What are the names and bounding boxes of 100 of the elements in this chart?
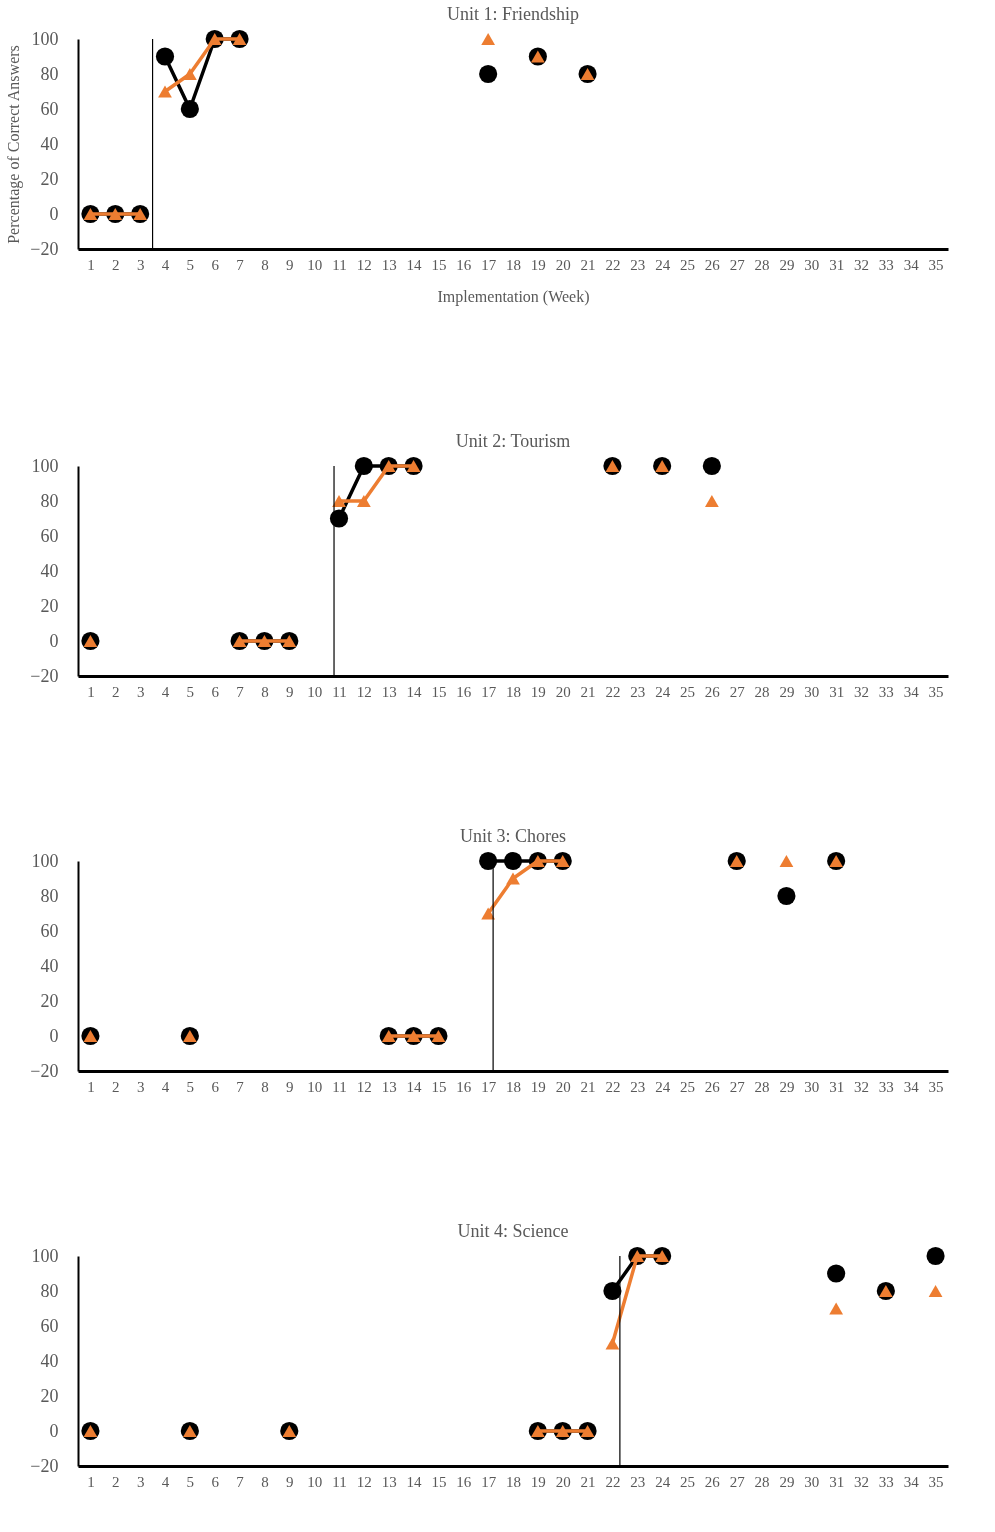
point bbox=[332, 495, 346, 507]
x-tick-label: 12 bbox=[356, 683, 372, 700]
x-tick-label: 20 bbox=[555, 683, 571, 700]
x-tick-label: 5 bbox=[186, 1473, 195, 1490]
x-tick-label: 10 bbox=[307, 683, 323, 700]
x-tick-label: 24 bbox=[655, 256, 671, 273]
x-tick-label: 27 bbox=[729, 1078, 746, 1095]
x-tick-label: 30 bbox=[804, 683, 820, 700]
point bbox=[580, 1425, 595, 1437]
x-tick-label: 23 bbox=[630, 1473, 646, 1490]
x-tick-label: 3 bbox=[136, 1078, 145, 1095]
point bbox=[182, 1425, 197, 1437]
point bbox=[155, 47, 175, 66]
x-tick-label: 26 bbox=[704, 256, 721, 273]
x-tick-label: 6 bbox=[211, 1473, 220, 1490]
point bbox=[406, 1030, 421, 1042]
point bbox=[381, 1030, 396, 1042]
x-tick-label: 21 bbox=[580, 256, 596, 273]
y-tick-label: 20 bbox=[40, 1385, 59, 1406]
y-tick-label: −20 bbox=[30, 1060, 59, 1081]
x-tick-label: 20 bbox=[555, 1473, 571, 1490]
x-tick-label: 11 bbox=[332, 683, 347, 700]
point bbox=[431, 1030, 446, 1042]
x-tick-label: 9 bbox=[286, 1473, 294, 1490]
x-tick-label: 33 bbox=[878, 1078, 894, 1095]
x-tick-label: 21 bbox=[580, 683, 596, 700]
y-tick-label: 60 bbox=[40, 1315, 59, 1336]
x-tick-label: 16 bbox=[456, 683, 472, 700]
x-tick-label: 30 bbox=[804, 1473, 820, 1490]
x-tick-label: 14 bbox=[406, 1473, 423, 1490]
chart-title: Unit 1: Friendship bbox=[446, 3, 580, 24]
x-tick-label: 13 bbox=[381, 256, 397, 273]
x-tick-label: 32 bbox=[854, 256, 869, 273]
point bbox=[257, 635, 272, 647]
x-tick-label: 30 bbox=[804, 256, 820, 273]
x-tick-label: 22 bbox=[605, 1473, 621, 1490]
point bbox=[182, 68, 197, 80]
point bbox=[928, 1285, 943, 1297]
point bbox=[580, 68, 595, 80]
y-tick-label: 80 bbox=[40, 490, 59, 511]
y-tick-label: −20 bbox=[30, 665, 59, 686]
point bbox=[729, 855, 744, 867]
x-tick-label: 2 bbox=[112, 1078, 120, 1095]
x-tick-label: 27 bbox=[729, 683, 746, 700]
point bbox=[479, 851, 498, 871]
x-tick-label: 25 bbox=[680, 1473, 695, 1490]
x-tick-label: 11 bbox=[332, 1078, 347, 1095]
x-tick-label: 3 bbox=[136, 1473, 145, 1490]
y-tick-label: 100 bbox=[31, 850, 59, 871]
point bbox=[655, 460, 670, 472]
y-tick-label: 100 bbox=[31, 28, 59, 49]
x-tick-label: 5 bbox=[186, 256, 195, 273]
x-tick-label: 1 bbox=[87, 683, 95, 700]
y-tick-label: 40 bbox=[40, 133, 59, 154]
y-tick-label: 60 bbox=[40, 98, 59, 119]
point bbox=[406, 460, 421, 472]
x-tick-label: 20 bbox=[555, 1078, 571, 1095]
x-tick-label: 29 bbox=[779, 1078, 795, 1095]
x-tick-label: 5 bbox=[186, 683, 195, 700]
x-tick-label: 24 bbox=[655, 1078, 671, 1095]
x-tick-label: 29 bbox=[779, 1473, 795, 1490]
x-tick-label: 32 bbox=[854, 1078, 869, 1095]
point bbox=[530, 1425, 545, 1437]
x-tick-label: 6 bbox=[211, 683, 220, 700]
x-tick-label: 33 bbox=[878, 1473, 894, 1490]
x-tick-label: 29 bbox=[779, 256, 795, 273]
y-tick-label: 40 bbox=[40, 1350, 59, 1371]
x-tick-label: 25 bbox=[680, 683, 695, 700]
point bbox=[158, 85, 172, 98]
y-tick-label: 20 bbox=[40, 168, 59, 189]
point bbox=[605, 460, 620, 472]
x-tick-label: 19 bbox=[530, 1473, 546, 1490]
point bbox=[356, 495, 371, 507]
x-tick-label: 27 bbox=[729, 1473, 746, 1490]
x-tick-label: 16 bbox=[456, 1078, 472, 1095]
x-tick-label: 34 bbox=[903, 1078, 920, 1095]
x-tick-label: 13 bbox=[381, 1473, 397, 1490]
x-tick-label: 20 bbox=[555, 256, 571, 273]
x-tick-label: 27 bbox=[729, 256, 746, 273]
point bbox=[207, 33, 222, 45]
x-tick-label: 19 bbox=[530, 683, 546, 700]
x-tick-label: 18 bbox=[506, 1473, 521, 1490]
x-tick-label: 21 bbox=[580, 1078, 596, 1095]
x-tick-label: 4 bbox=[161, 256, 170, 273]
x-tick-label: 31 bbox=[829, 1078, 845, 1095]
x-tick-label: 29 bbox=[779, 683, 795, 700]
x-tick-label: 10 bbox=[307, 1078, 323, 1095]
point bbox=[381, 460, 396, 472]
point bbox=[232, 33, 247, 45]
y-tick-label: 0 bbox=[49, 1420, 59, 1441]
y-tick-label: 80 bbox=[40, 885, 59, 906]
x-tick-label: 8 bbox=[261, 1473, 269, 1490]
x-tick-label: 21 bbox=[580, 1473, 596, 1490]
point bbox=[180, 99, 199, 119]
x-tick-label: 4 bbox=[161, 1473, 170, 1490]
x-tick-label: 30 bbox=[804, 1078, 820, 1095]
x-tick-label: 2 bbox=[112, 256, 120, 273]
point bbox=[605, 1337, 620, 1350]
x-tick-label: 31 bbox=[829, 256, 845, 273]
x-tick-label: 9 bbox=[286, 256, 294, 273]
